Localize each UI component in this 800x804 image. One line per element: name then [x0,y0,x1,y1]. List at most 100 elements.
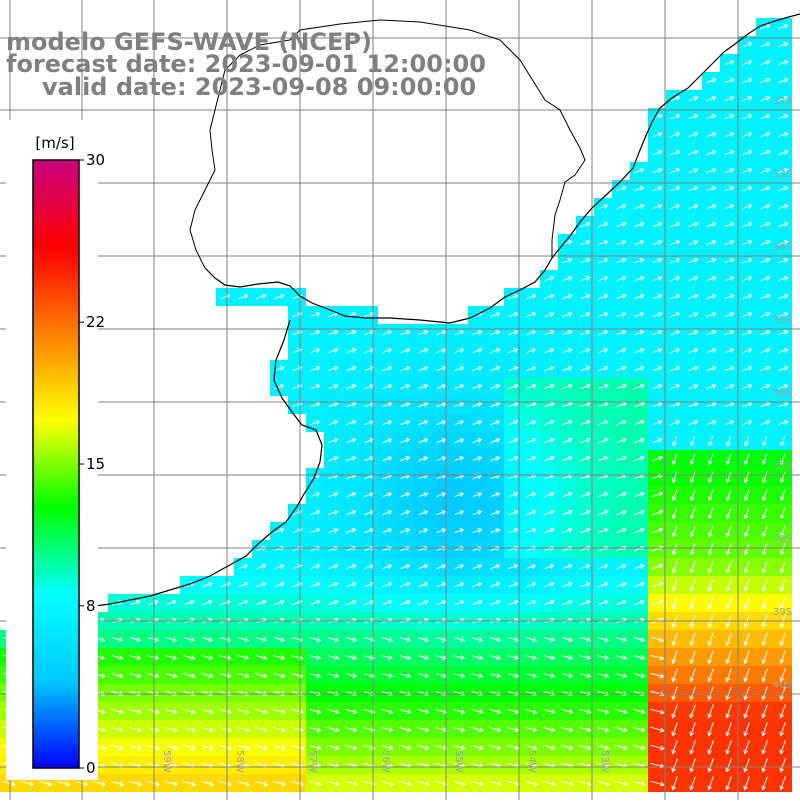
wind-arrow-head [658,491,664,497]
wind-arrow [129,726,141,732]
wind-arrow-head [423,420,429,425]
wind-arrow-head [172,673,178,679]
wind-arrow-head [693,366,699,371]
wind-arrow-head [280,691,286,697]
wind-arrow-head [743,586,749,592]
wind-arrow-head [657,150,663,155]
longitude-label: 55W [453,750,464,773]
wind-arrow-head [693,150,699,155]
wind-arrow-head [761,550,767,556]
wind-arrow-head [333,384,339,389]
wind-arrow-head [514,709,520,715]
wind-arrow [382,564,392,570]
wind-arrow [708,776,714,790]
wind-arrow-head [765,168,771,173]
wind-arrow [328,420,338,426]
wind-arrow-head [675,402,681,407]
wind-arrow [760,294,770,300]
wind-arrow [382,474,392,480]
wind-arrow [490,438,500,444]
wind-arrow [670,312,680,318]
wind-arrow-head [477,420,483,425]
wind-arrow [634,564,644,570]
wind-arrow [507,709,519,713]
wind-arrow-head [405,402,411,407]
wind-arrow-head [693,330,699,335]
wind-arrow [328,438,338,444]
wind-arrow [201,708,213,714]
wind-arrow-head [761,532,767,538]
wind-arrow-head [460,727,466,733]
wind-arrow [129,708,141,714]
wind-arrow [201,655,213,659]
wind-arrow-head [567,348,573,353]
wind-arrow-head [639,509,645,515]
wind-arrow-head [622,655,628,660]
wind-arrow-head [622,727,628,733]
wind-arrow [652,312,662,318]
wind-arrow-head [693,348,699,353]
wind-arrow [726,758,732,772]
wind-arrow-head [262,709,268,715]
wind-arrow-head [725,496,731,502]
wind-arrow [490,510,500,516]
wind-arrow-head [459,420,465,425]
wind-arrow-head [477,546,483,551]
wind-arrow [561,727,573,731]
wind-arrow [598,276,608,282]
wind-arrow [724,60,734,66]
wind-arrow-head [779,731,785,737]
wind-arrow-head [477,366,483,371]
wind-arrow [327,727,339,731]
wind-arrow-head [208,745,214,751]
wind-arrow [615,384,627,390]
wind-arrow-head [743,460,749,466]
wind-arrow [760,330,770,336]
wind-arrow-head [262,745,268,751]
wind-arrow-head [532,655,538,660]
wind-arrow [762,704,768,718]
wind-arrow-head [333,366,339,371]
wind-arrow [472,348,482,354]
wind-arrow [472,402,482,408]
wind-arrow [382,600,392,606]
wind-arrow-head [707,731,713,737]
wind-arrow-head [639,599,645,605]
wind-arrow-head [693,294,699,299]
wind-arrow-head [424,709,430,715]
wind-arrow-head [388,709,394,715]
wind-arrow-head [136,673,142,679]
wind-arrow [382,528,392,534]
wind-arrow [364,402,374,408]
wind-arrow-head [441,510,447,515]
wind-arrow [690,632,696,646]
wind-arrow [508,528,518,534]
wind-arrow [435,780,447,786]
wind-arrow [633,492,645,498]
wind-arrow [778,42,788,48]
wind-arrow [418,492,428,498]
wind-arrow-head [585,509,591,515]
wind-arrow [526,420,536,426]
wind-arrow [724,204,734,210]
wind-arrow-head [743,713,749,719]
wind-arrow-head [460,655,466,660]
wind-arrow [381,727,393,731]
wind-arrow-head [495,600,501,605]
wind-arrow-head [672,441,677,447]
wind-arrow [400,492,410,498]
wind-arrow-head [279,366,285,371]
wind-arrow [633,673,645,677]
wind-arrow [744,436,750,446]
wind-arrow [690,776,696,790]
wind-arrow [525,762,537,768]
wind-arrow-head [689,641,695,646]
wind-arrow-head [405,348,411,353]
wind-arrow-head [226,745,232,751]
wind-arrow [633,474,645,480]
wind-arrow [561,384,573,390]
wind-arrow [742,132,752,138]
wind-arrow [688,402,698,408]
wind-arrow [346,492,356,498]
wind-arrow-head [639,222,645,227]
